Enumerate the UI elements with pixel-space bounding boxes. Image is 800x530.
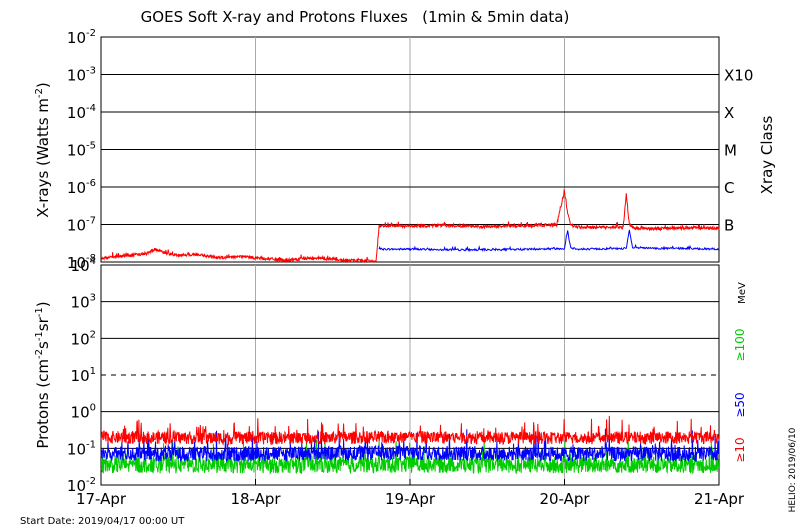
- proton-ylabel-main: Protons (cm: [34, 359, 52, 449]
- xray-ylabel-sup: -2: [34, 88, 45, 98]
- x-axis-ticks: 17-Apr 18-Apr 19-Apr 20-Apr 21-Apr: [76, 479, 745, 508]
- y-tick-label: 10-8: [67, 253, 96, 272]
- proton-legend-entry: ≥10: [733, 437, 747, 462]
- xray-grid: [101, 37, 719, 262]
- y-tick-label: 10-2: [67, 28, 96, 47]
- proton-ylabel-sup3: -1: [34, 307, 45, 317]
- xray-y-axis-label: X-rays (Watts m-2): [34, 82, 52, 217]
- x-tick-label: 19-Apr: [385, 490, 436, 508]
- chart-title: GOES Soft X-ray and Protons Fluxes (1min…: [141, 8, 570, 26]
- proton-legend: ≥100 ≥50 ≥10: [733, 329, 747, 463]
- xray-class-label: C: [724, 179, 734, 197]
- xray-class-axis-title: Xray Class: [758, 115, 776, 194]
- x-tick-label: 17-Apr: [76, 490, 127, 508]
- xray-ylabel-main: X-rays (Watts m: [34, 98, 52, 218]
- y-tick-label: 101: [71, 366, 96, 385]
- xray-class-label: X10: [724, 67, 753, 85]
- proton-y-ticks: 10-2 10-1 100 101 102 103 104: [67, 256, 96, 495]
- xray-series-group: [100, 188, 720, 264]
- helio-credit-label: HELIO: 2019/06/10: [788, 427, 798, 512]
- proton-y-axis-label: Protons (cm-2s-1sr-1): [34, 301, 52, 448]
- xray-class-label: X: [724, 104, 734, 122]
- x-tick-label: 21-Apr: [694, 490, 745, 508]
- xray-class-label: B: [724, 217, 734, 235]
- data-series-line: [378, 229, 720, 253]
- y-tick-label: 10-6: [67, 178, 96, 197]
- y-tick-label: 10-2: [67, 476, 96, 495]
- mev-unit-label: MeV: [737, 282, 748, 304]
- proton-series-group: [100, 415, 720, 475]
- xray-class-labels: B C M X X10: [724, 67, 753, 235]
- y-tick-label: 103: [71, 293, 96, 312]
- xray-class-label: M: [724, 142, 737, 160]
- y-tick-label: 104: [71, 256, 96, 275]
- proton-legend-entry: ≥50: [733, 392, 747, 417]
- y-tick-label: 10-5: [67, 141, 96, 160]
- start-date-label: Start Date: 2019/04/17 00:00 UT: [20, 516, 185, 527]
- x-tick-label: 20-Apr: [539, 490, 590, 508]
- y-tick-label: 10-1: [67, 439, 96, 458]
- proton-ylabel-mid2: sr: [34, 316, 52, 331]
- data-series-line: [100, 188, 720, 264]
- data-series-line: [100, 428, 720, 463]
- y-tick-label: 10-7: [67, 216, 96, 235]
- data-series-line: [100, 415, 720, 446]
- proton-legend-entry: ≥100: [733, 329, 747, 362]
- y-tick-label: 102: [71, 329, 96, 348]
- y-tick-label: 10-3: [67, 66, 96, 85]
- xray-ylabel-close: ): [34, 82, 52, 88]
- y-tick-label: 100: [71, 403, 96, 422]
- proton-ylabel-sup1: -2: [34, 349, 45, 359]
- xray-y-ticks: 10-8 10-7 10-6 10-5 10-4 10-3 10-2: [67, 28, 96, 272]
- data-series-line: [100, 436, 720, 475]
- proton-ylabel-sup2: -1: [34, 331, 45, 341]
- proton-ylabel-mid1: s: [34, 341, 52, 349]
- proton-ylabel-close: ): [34, 301, 52, 307]
- x-tick-label: 18-Apr: [230, 490, 281, 508]
- y-tick-label: 10-4: [67, 103, 96, 122]
